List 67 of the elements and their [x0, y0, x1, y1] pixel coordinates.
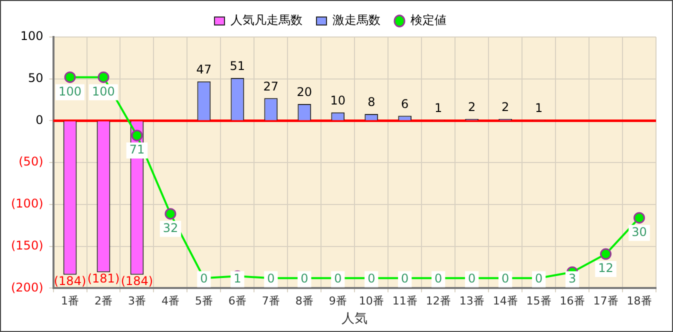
y-tick-label: 0 [36, 112, 44, 127]
x-tick-label: 17番 [593, 294, 618, 308]
x-tick-label: 16番 [560, 294, 585, 308]
data-label: 1 [434, 101, 442, 116]
point [98, 71, 110, 83]
x-tick-label: 18番 [626, 294, 652, 308]
x-tick-label: 14番 [492, 294, 518, 308]
x-tick-label: 7番 [262, 294, 280, 308]
data-label: 3 [568, 271, 576, 286]
legend-label: 激走馬数 [332, 13, 380, 28]
y-tick-label: 50 [28, 70, 44, 85]
data-label: 8 [368, 95, 376, 110]
data-label: 12 [598, 261, 614, 276]
point [131, 130, 143, 142]
data-label: 1 [534, 101, 543, 116]
data-label: 0 [368, 271, 376, 286]
x-tick-label: 11番 [392, 294, 418, 308]
point [64, 71, 76, 83]
x-tick-label: 8番 [295, 294, 314, 308]
data-label: 0 [200, 271, 208, 286]
x-tick-label: 4番 [161, 294, 180, 308]
data-label: 2 [468, 100, 476, 114]
data-label: 30 [632, 224, 647, 239]
y-tick-label: (100) [10, 196, 44, 211]
x-tick-label: 10番 [358, 294, 384, 308]
data-label: 0 [334, 271, 342, 286]
point [600, 248, 612, 260]
data-label: 0 [501, 271, 510, 286]
data-label: 47 [196, 62, 212, 77]
data-label: 100 [58, 84, 82, 98]
legend-label: 検定値 [410, 13, 446, 28]
data-label: 1 [234, 271, 242, 286]
data-label: 0 [434, 271, 442, 286]
x-tick-label: 2番 [94, 294, 112, 308]
x-tick-label: 6番 [228, 294, 246, 308]
x-axis-title: 人気 [342, 312, 368, 327]
data-label: 20 [296, 85, 312, 100]
x-tick-label: 5番 [194, 294, 213, 308]
data-label: 0 [534, 271, 543, 286]
data-label: 0 [267, 271, 275, 286]
point [164, 208, 176, 220]
data-label: 2 [501, 100, 510, 114]
data-label: (181) [87, 271, 120, 286]
data-label: 51 [230, 59, 246, 74]
y-tick-label: (50) [18, 154, 44, 169]
y-tick-label: (150) [10, 238, 44, 252]
data-label: 0 [401, 271, 409, 286]
data-label: 32 [162, 220, 178, 235]
x-tick-label: 13番 [459, 294, 484, 308]
data-label: 10 [330, 93, 346, 108]
data-label: (184) [120, 274, 154, 288]
data-label: 27 [263, 79, 279, 94]
x-tick-label: 12番 [426, 294, 451, 308]
data-label: 0 [300, 271, 308, 286]
y-tick-label: (200) [10, 280, 44, 294]
data-label: 71 [129, 142, 145, 157]
point [634, 212, 646, 224]
data-label: (184) [54, 274, 86, 288]
x-tick-label: 1番 [61, 294, 80, 308]
x-tick-label: 15番 [526, 294, 552, 308]
data-label: 100 [92, 84, 115, 98]
y-tick-label: 100 [20, 29, 44, 44]
legend-label: 人気凡走馬数 [230, 13, 302, 28]
x-tick-label: 3番 [128, 294, 146, 308]
data-label: 6 [401, 96, 409, 111]
x-tick-label: 9番 [328, 294, 347, 308]
data-label: 0 [468, 271, 476, 286]
